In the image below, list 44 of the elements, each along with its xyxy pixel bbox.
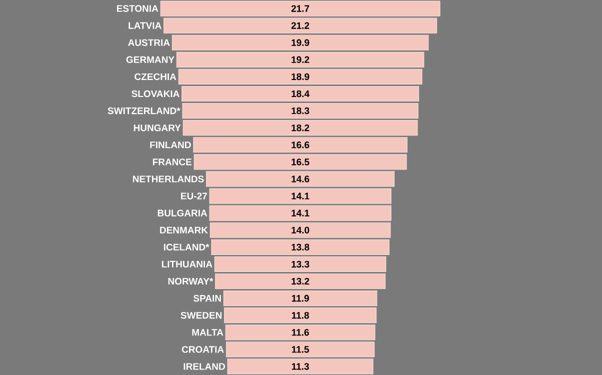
- data-label: 18.4: [292, 90, 310, 98]
- data-label: 16.6: [292, 142, 310, 148]
- category-label: NETHERLANDS: [133, 176, 204, 182]
- data-label: 13.8: [292, 244, 310, 251]
- category-label: MALTA: [192, 329, 224, 336]
- data-label: 11.6: [292, 329, 309, 336]
- category-label: NORWAY*: [168, 278, 214, 285]
- data-label: 14.1: [292, 192, 310, 200]
- data-label: 14.6: [292, 176, 310, 182]
- category-label: DENMARK: [160, 226, 208, 234]
- category-label: FINLAND: [150, 142, 191, 148]
- data-label: 18.3: [292, 107, 310, 114]
- data-label: 21.2: [291, 22, 310, 29]
- data-label: 13.3: [292, 260, 310, 268]
- category-label: SWITZERLAND*: [108, 107, 180, 114]
- category-label: AUSTRIA: [128, 39, 170, 46]
- category-label: CROATIA: [182, 346, 224, 353]
- category-label: SWEDEN: [180, 312, 222, 319]
- data-label: 21.7: [291, 5, 310, 12]
- category-label: FRANCE: [152, 158, 192, 166]
- category-label: SPAIN: [193, 294, 221, 302]
- category-label: EU-27: [181, 192, 207, 200]
- data-label: 14.1: [292, 210, 310, 216]
- data-label: 19.9: [292, 39, 310, 46]
- data-label: 14.0: [292, 226, 310, 234]
- data-label: 18.2: [292, 124, 310, 132]
- data-label: 11.5: [292, 346, 310, 353]
- category-label: LATVIA: [128, 22, 162, 29]
- category-label: HUNGARY: [134, 124, 181, 132]
- category-label: LITHUANIA: [162, 260, 212, 268]
- category-label: CZECHIA: [134, 73, 176, 80]
- category-label: BULGARIA: [158, 210, 208, 216]
- category-label: SLOVAKIA: [132, 90, 180, 98]
- data-label: 11.3: [292, 363, 309, 370]
- data-label: 11.9: [292, 294, 309, 302]
- category-label: ESTONIA: [117, 5, 158, 12]
- data-label: 16.5: [292, 158, 310, 166]
- category-label: ICELAND*: [164, 244, 210, 251]
- data-label: 11.8: [292, 312, 309, 319]
- data-label: 13.2: [292, 278, 310, 285]
- category-label: IRELAND: [184, 363, 225, 370]
- data-label: 18.9: [292, 73, 310, 80]
- data-label: 19.2: [292, 56, 310, 64]
- category-label: GERMANY: [126, 56, 174, 64]
